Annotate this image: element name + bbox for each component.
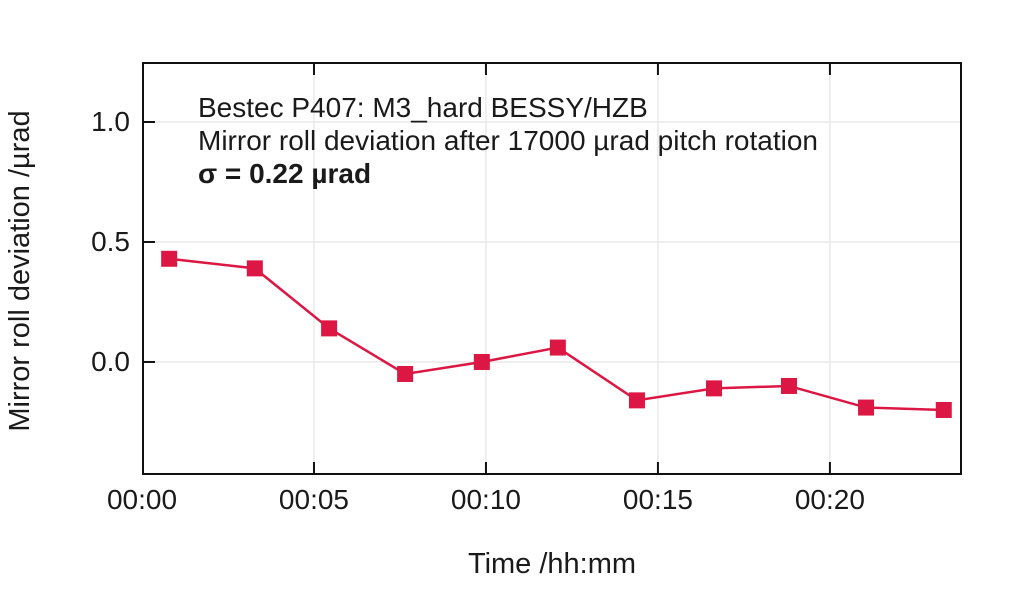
data-marker — [780, 377, 797, 394]
plot-area — [142, 62, 962, 475]
data-marker — [397, 365, 414, 382]
annotation-sigma-value: σ = 0.22 µrad — [198, 158, 372, 189]
data-marker — [246, 260, 263, 277]
data-marker — [473, 353, 490, 370]
annotation-line-2: Mirror roll deviation after 17000 µrad p… — [198, 125, 818, 156]
annotation-block: Bestec P407: M3_hard BESSY/HZB Mirror ro… — [198, 91, 818, 190]
x-tick-label: 00:15 — [622, 484, 693, 515]
annotation-line-1: Bestec P407: M3_hard BESSY/HZB — [198, 92, 648, 123]
x-tick-label: 00:10 — [450, 484, 521, 515]
x-tick-label: 00:05 — [278, 484, 349, 515]
y-tick-label: 0.5 — [91, 225, 130, 257]
y-axis-label: Mirror roll deviation /µrad — [4, 110, 36, 432]
data-marker — [858, 399, 875, 416]
data-marker — [161, 250, 178, 267]
y-tick-label: 1.0 — [91, 105, 130, 137]
data-marker — [706, 380, 723, 397]
data-marker — [628, 392, 645, 409]
data-marker — [935, 401, 952, 418]
x-tick-label: 00:20 — [794, 484, 865, 515]
series-line — [169, 257, 944, 412]
x-tick-label: 00:00 — [106, 484, 178, 515]
data-marker — [549, 339, 566, 356]
plot-frame — [142, 62, 962, 475]
data-marker — [321, 320, 338, 337]
x-axis-label: Time /hh:mm — [467, 548, 637, 580]
y-tick-label: 0.0 — [91, 345, 130, 377]
